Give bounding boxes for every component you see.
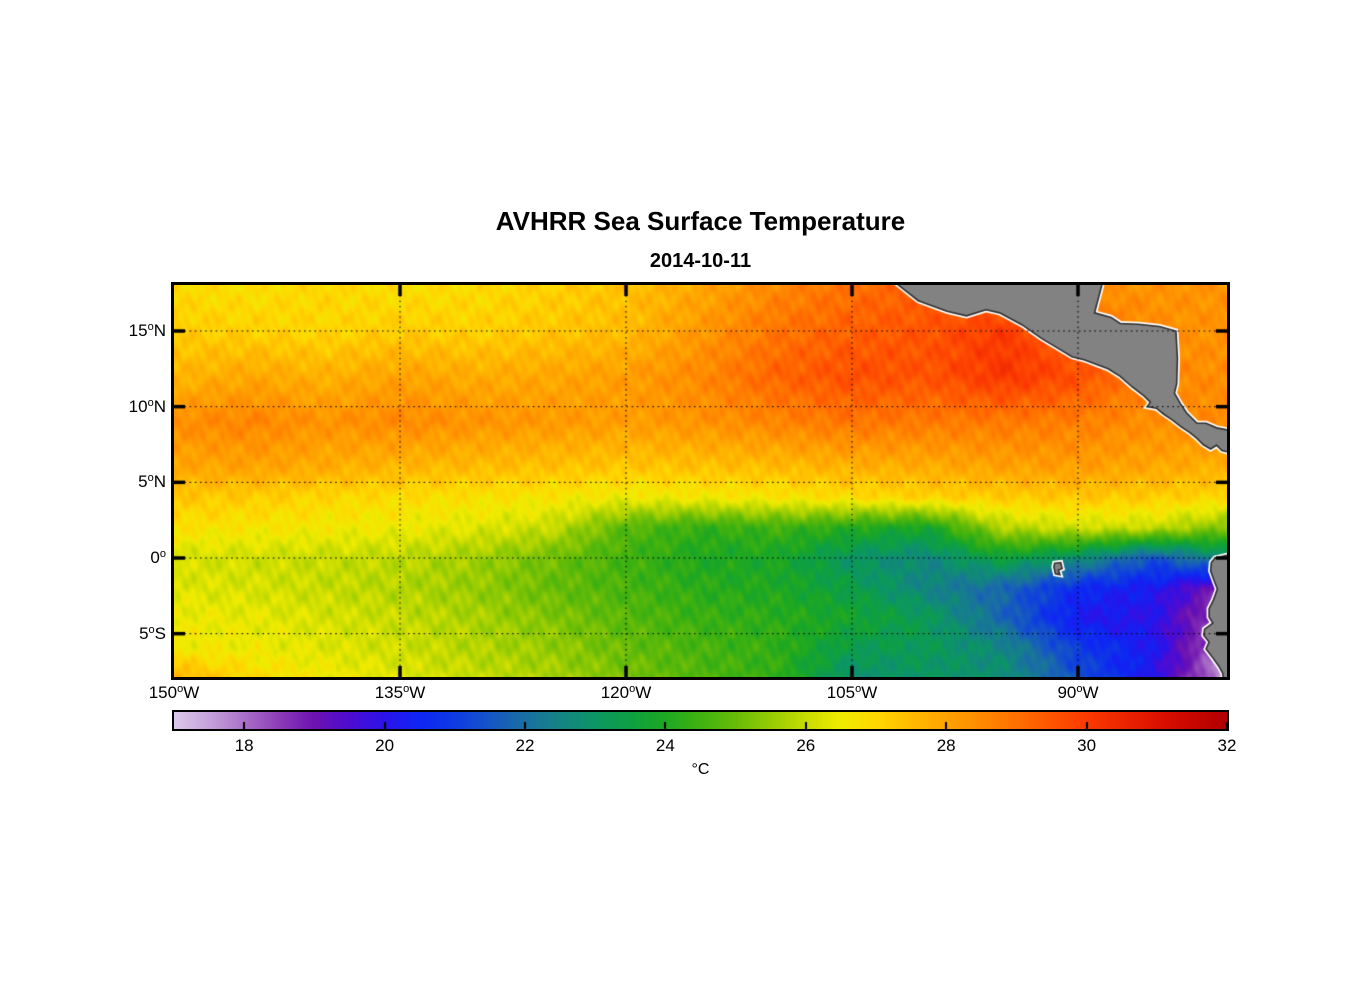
y-axis-tick-label: 5oN bbox=[138, 472, 166, 492]
map-plot-area bbox=[171, 282, 1230, 680]
x-axis-tick-label: 120oW bbox=[600, 683, 652, 702]
y-axis-tick-label: 15oN bbox=[128, 321, 166, 340]
colorbar-unit-label: °C bbox=[691, 761, 710, 778]
sst-heatmap-canvas bbox=[174, 285, 1227, 677]
colorbar-tick-label: 28 bbox=[936, 736, 956, 755]
colorbar-gradient-canvas bbox=[174, 712, 1227, 729]
colorbar-tick-label: 24 bbox=[655, 736, 675, 755]
y-axis-tick-label: 5oS bbox=[139, 623, 166, 643]
colorbar bbox=[172, 710, 1229, 731]
x-axis-tick-label: 90oW bbox=[1057, 683, 1099, 702]
x-axis-tick-label: 135oW bbox=[374, 683, 426, 702]
y-axis-tick-label: 0o bbox=[150, 548, 166, 567]
colorbar-tick-label: 26 bbox=[796, 736, 816, 755]
x-axis-tick-label: 105oW bbox=[826, 683, 878, 702]
colorbar-tick-label: 20 bbox=[375, 736, 395, 755]
colorbar-tick-label: 22 bbox=[515, 736, 535, 755]
plot-title: AVHRR Sea Surface Temperature bbox=[495, 206, 906, 236]
y-axis-tick-label: 10oN bbox=[128, 396, 166, 416]
colorbar-tick-label: 30 bbox=[1077, 736, 1097, 755]
colorbar-tick-label: 18 bbox=[234, 736, 254, 755]
plot-subtitle: 2014-10-11 bbox=[649, 250, 752, 272]
colorbar-tick-label: 32 bbox=[1217, 736, 1237, 755]
x-axis-tick-label: 150oW bbox=[148, 683, 200, 702]
